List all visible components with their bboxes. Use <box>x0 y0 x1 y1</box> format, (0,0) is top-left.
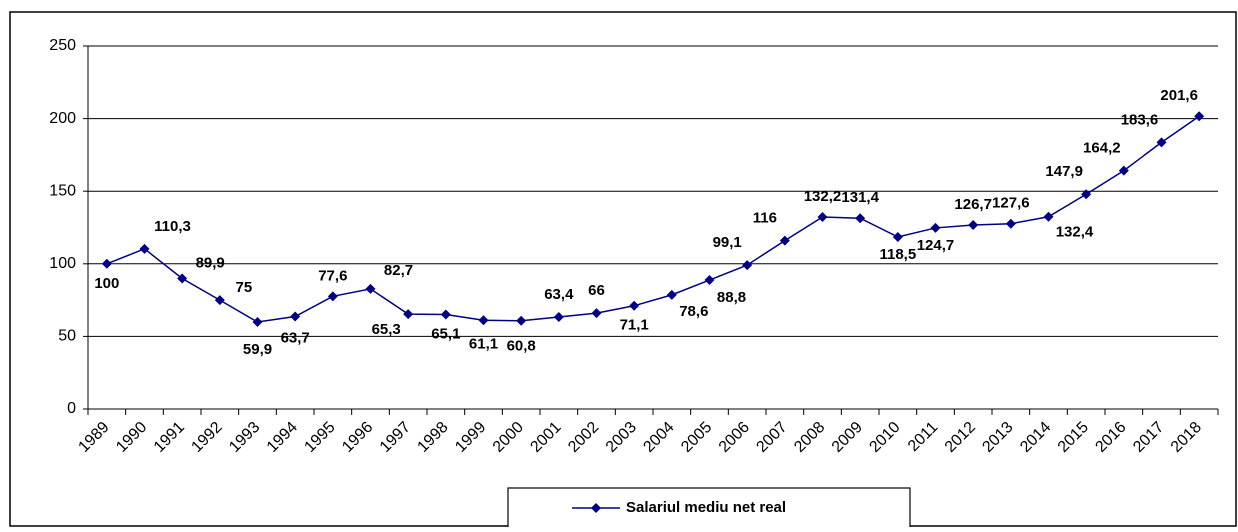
y-tick-label: 200 <box>49 110 76 127</box>
data-point <box>252 317 263 328</box>
data-point <box>666 289 677 300</box>
data-label: 116 <box>753 210 777 227</box>
data-point <box>629 300 640 311</box>
data-label: 61,1 <box>469 335 498 352</box>
data-point <box>290 311 301 322</box>
data-label: 63,7 <box>281 329 310 346</box>
y-tick-label: 100 <box>49 255 76 272</box>
data-point <box>139 243 150 254</box>
data-label: 164,2 <box>1083 140 1121 157</box>
data-point <box>855 213 866 224</box>
data-point <box>742 260 753 271</box>
data-point <box>1194 111 1205 122</box>
data-label: 110,3 <box>154 218 191 235</box>
data-label: 100 <box>94 275 119 292</box>
data-point <box>1043 211 1054 222</box>
data-point <box>930 222 941 233</box>
data-point <box>177 273 188 284</box>
data-label: 75 <box>235 279 252 296</box>
data-label: 126,7 <box>954 196 992 213</box>
data-point <box>968 220 979 231</box>
data-label: 132,2 <box>804 188 842 205</box>
data-point <box>327 291 338 302</box>
data-point <box>704 275 715 286</box>
y-tick-label: 50 <box>58 328 76 345</box>
data-label: 183,6 <box>1121 111 1159 128</box>
data-point <box>1081 189 1092 200</box>
y-tick-label: 0 <box>67 400 76 417</box>
data-point <box>365 283 376 294</box>
data-label: 118,5 <box>879 246 916 263</box>
legend-label: Salariul mediu net real <box>626 499 786 516</box>
data-point <box>101 258 112 269</box>
data-point <box>516 315 527 326</box>
data-label: 82,7 <box>384 262 413 279</box>
data-label: 60,8 <box>507 338 536 355</box>
data-label: 71,1 <box>620 317 649 334</box>
data-point <box>591 308 602 319</box>
y-tick-label: 250 <box>49 37 76 54</box>
data-point <box>440 309 451 320</box>
data-point <box>892 231 903 242</box>
series-line <box>106 115 1200 323</box>
data-label: 65,3 <box>372 321 401 338</box>
data-label: 59,9 <box>243 341 272 358</box>
data-label: 124,7 <box>917 237 955 254</box>
data-label: 201,6 <box>1160 87 1198 104</box>
data-label: 88,8 <box>717 289 746 306</box>
data-point <box>817 212 828 223</box>
chart-border <box>9 11 1237 527</box>
data-label: 132,4 <box>1056 224 1094 241</box>
data-label: 99,1 <box>713 234 742 251</box>
data-label: 63,4 <box>544 286 574 303</box>
data-point <box>1156 137 1167 148</box>
data-point <box>553 311 564 322</box>
data-point <box>779 235 790 246</box>
data-label: 66 <box>588 282 605 299</box>
data-label: 89,9 <box>196 254 225 271</box>
data-point <box>1005 218 1016 229</box>
data-label: 127,6 <box>992 195 1030 212</box>
data-label: 131,4 <box>841 189 879 206</box>
data-point <box>214 295 225 306</box>
data-label: 78,6 <box>679 303 708 320</box>
data-label: 65,1 <box>431 325 460 342</box>
data-label: 147,9 <box>1045 163 1083 180</box>
legend-marker <box>591 503 601 513</box>
data-label: 77,6 <box>318 267 347 284</box>
data-point <box>403 309 414 320</box>
data-point <box>1118 165 1129 176</box>
y-tick-label: 150 <box>49 182 76 199</box>
data-point <box>478 315 489 326</box>
